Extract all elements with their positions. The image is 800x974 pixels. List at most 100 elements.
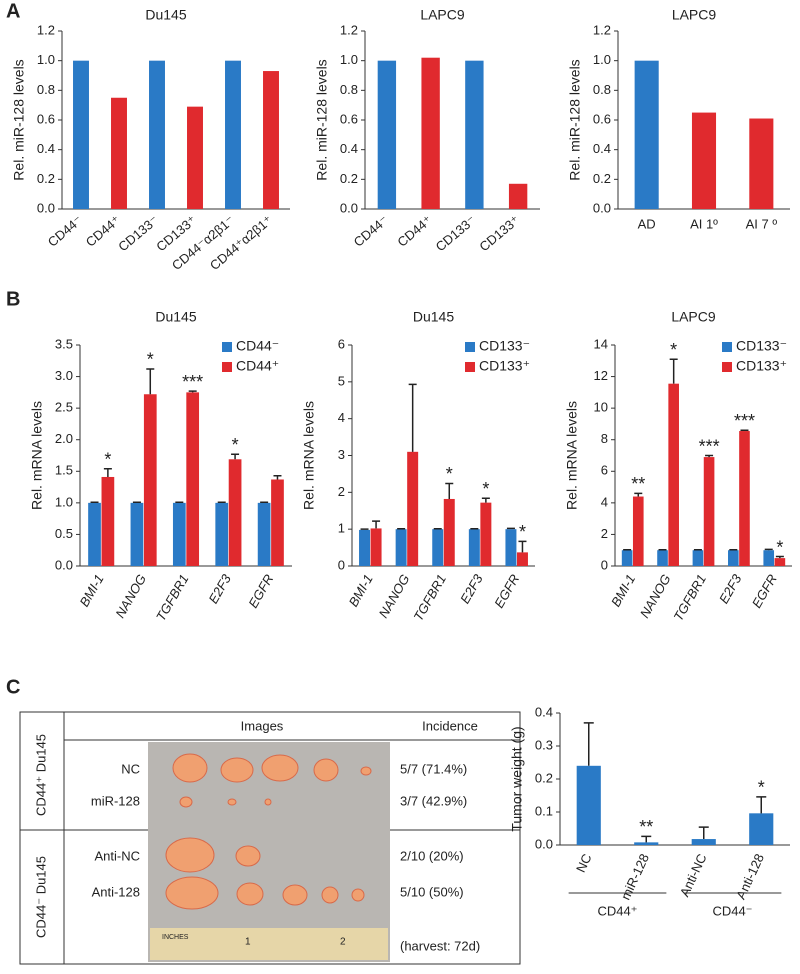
bar (149, 60, 165, 209)
y-axis-label: Rel. miR-128 levels (567, 59, 583, 180)
error-bar (90, 501, 99, 503)
y-tick-label: 1.2 (593, 22, 611, 37)
tumor (321, 886, 339, 904)
y-axis-label: Rel. mRNA levels (301, 401, 317, 510)
bar (225, 60, 241, 209)
tumor (236, 882, 264, 906)
error-bar (764, 548, 773, 551)
y-tick-label: 1.0 (593, 52, 611, 67)
x-tick-label: CD133⁺ (476, 212, 522, 254)
error-bar (518, 540, 527, 553)
legend-label: CD133⁺ (736, 358, 787, 374)
x-tick-label: CD133⁻ (115, 212, 161, 254)
bar (668, 383, 679, 566)
bar (187, 106, 203, 209)
bar (130, 502, 144, 566)
bar (370, 528, 382, 566)
tumor (360, 766, 372, 776)
legend-swatch (465, 362, 475, 372)
column-header: Images (241, 718, 284, 733)
y-tick-label: 6 (601, 463, 608, 478)
bar (443, 498, 455, 566)
significance: ** (639, 817, 653, 837)
x-tick-label: Anti-128 (733, 851, 767, 901)
row-group-label: CD44⁺ Du145 (33, 734, 48, 816)
y-tick-label: 2.0 (55, 431, 73, 446)
significance: * (776, 537, 783, 557)
error-bar (260, 501, 269, 503)
chart-title: Du145 (155, 309, 196, 325)
tumor (264, 798, 272, 806)
y-tick-label: 0.6 (37, 111, 55, 126)
bar (703, 457, 715, 566)
x-tick-label: EGFR (491, 572, 522, 611)
incidence-table: Images Incidence CD44⁺ Du145 CD44⁻ Du145… (19, 711, 521, 965)
significance: *** (734, 411, 755, 431)
tumors (165, 753, 372, 910)
ruler (150, 928, 388, 960)
error-bar (756, 796, 767, 814)
bar (634, 842, 659, 845)
y-axis-label: Tumor weight (g) (509, 726, 525, 831)
error-bar (506, 527, 515, 530)
tumor (179, 796, 193, 808)
y-tick-label: 6 (338, 336, 345, 351)
y-tick-label: 3.0 (55, 368, 73, 383)
error-bar (217, 501, 226, 503)
bar (774, 558, 786, 566)
error-bar (445, 482, 454, 499)
tumor (227, 798, 237, 806)
y-tick-label: 0.4 (37, 141, 55, 156)
bar (468, 529, 480, 566)
row-group-label: CD44⁻ Du145 (33, 856, 48, 938)
significance: * (104, 450, 111, 470)
legend-label: CD133⁻ (479, 338, 530, 354)
error-bar (231, 453, 240, 460)
tumor (220, 757, 254, 783)
significance: *** (699, 436, 720, 456)
tumor (351, 888, 365, 902)
bar (257, 502, 271, 566)
y-tick-label: 0.2 (37, 171, 55, 186)
x-tick-label: EGFR (245, 572, 276, 611)
legend-swatch (222, 362, 232, 372)
y-tick-label: 14 (594, 336, 608, 351)
error-bar (583, 722, 594, 766)
y-tick-label: 10 (594, 400, 608, 415)
y-tick-label: 0.2 (340, 171, 358, 186)
error-bar (175, 501, 184, 503)
y-tick-label: 1 (338, 521, 345, 536)
incidence: 2/10 (20%) (400, 848, 464, 863)
y-tick-label: 2 (601, 526, 608, 541)
panel-label: B (6, 288, 20, 310)
bar (739, 431, 750, 566)
y-tick-label: 1.5 (55, 463, 73, 478)
tumor (261, 754, 299, 782)
x-tick-label: CD44⁻ (45, 212, 85, 249)
y-tick-label: 2.5 (55, 400, 73, 415)
significance: * (446, 464, 453, 484)
significance: * (758, 778, 765, 798)
bar (691, 839, 716, 845)
x-tick-label: AI 7 º (746, 216, 778, 231)
group-label: CD44⁻ (712, 903, 752, 918)
y-tick-label: 1.2 (37, 22, 55, 37)
bar (228, 459, 242, 566)
y-tick-label: 1.0 (340, 52, 358, 67)
error-bar (775, 555, 784, 559)
chart-title: LAPC9 (672, 7, 717, 23)
column-header: Incidence (422, 718, 478, 733)
bar (634, 60, 659, 209)
error-bar (273, 474, 282, 480)
legend-swatch (222, 342, 232, 352)
y-axis-label: Rel. miR-128 levels (11, 59, 27, 180)
bar (186, 392, 200, 566)
tumor (282, 884, 308, 906)
bar (480, 502, 492, 566)
x-tick-label: EGFR (749, 572, 780, 611)
bar (749, 118, 774, 209)
x-tick-label: E2F3 (457, 571, 486, 606)
y-tick-label: 4 (601, 494, 608, 509)
significance: * (519, 522, 526, 542)
